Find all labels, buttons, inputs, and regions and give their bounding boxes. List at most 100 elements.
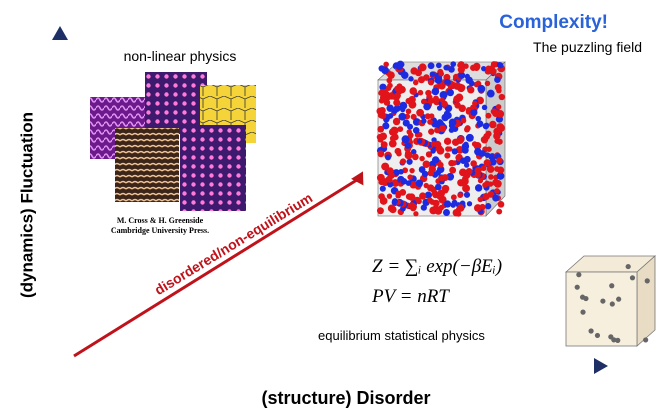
particle (438, 82, 446, 90)
gas-particle (594, 332, 601, 339)
particle (470, 104, 476, 110)
particle (486, 165, 495, 173)
particle (416, 198, 422, 205)
pattern-images (90, 72, 256, 211)
particle (421, 98, 427, 105)
x-arrowhead (594, 358, 608, 374)
formula-2: PV = nRT (371, 286, 450, 307)
particle (419, 155, 425, 162)
particle (435, 141, 442, 148)
particle (448, 66, 455, 73)
particle (484, 80, 491, 87)
particle (406, 158, 413, 165)
particle (463, 162, 470, 168)
particle (404, 150, 411, 157)
particle (450, 61, 457, 67)
particle (420, 204, 427, 211)
gas-particle (609, 283, 615, 289)
particle (391, 198, 398, 205)
arrow-head (351, 171, 364, 186)
particle (497, 62, 504, 69)
particle (382, 122, 390, 130)
particle (476, 120, 484, 128)
particle (423, 182, 429, 189)
particle (405, 108, 412, 115)
particle (387, 113, 394, 119)
particle (427, 62, 435, 70)
particle (377, 150, 385, 158)
particle (399, 61, 405, 68)
particle (481, 66, 487, 72)
particle (453, 95, 461, 103)
particle (466, 201, 473, 207)
particle (494, 188, 500, 194)
particle (412, 127, 420, 134)
particle (483, 122, 490, 129)
particle (421, 118, 427, 124)
particle (421, 170, 429, 178)
particle (387, 71, 395, 79)
particle (444, 79, 450, 85)
particle (473, 204, 482, 212)
gas-particle (576, 272, 582, 278)
particle (497, 166, 505, 174)
particle (471, 141, 478, 147)
particle (395, 193, 401, 199)
particle (450, 202, 456, 208)
particle (388, 139, 397, 148)
x-axis-label: (structure) Disorder (261, 388, 430, 408)
particle (427, 197, 433, 204)
particle (410, 149, 417, 155)
particle (496, 157, 503, 164)
particle (409, 167, 415, 174)
particle (464, 73, 470, 80)
particle (447, 146, 453, 152)
particle (435, 62, 442, 69)
particle (397, 126, 404, 133)
particle (386, 104, 394, 112)
particle (443, 137, 452, 145)
particle (470, 108, 478, 116)
particle (396, 150, 402, 157)
particle (488, 174, 494, 180)
particle (386, 77, 393, 84)
particle (378, 193, 385, 200)
gas-particle (643, 337, 649, 343)
particle (407, 174, 413, 180)
particle (481, 104, 488, 111)
particle (483, 159, 491, 167)
particle (381, 162, 390, 171)
particle (498, 93, 505, 101)
particle (427, 169, 434, 177)
particle (492, 179, 500, 187)
gas-particle (644, 278, 650, 284)
particle (423, 102, 431, 111)
particle (443, 200, 452, 208)
particle (434, 183, 442, 191)
cube-face (636, 255, 656, 347)
credit: M. Cross & H. Greenside (117, 216, 204, 225)
particle (407, 193, 416, 201)
particle (376, 173, 385, 182)
particle (485, 65, 492, 72)
particle (390, 126, 398, 134)
pattern-tile (145, 72, 207, 134)
particle (425, 89, 432, 97)
particle (439, 97, 445, 103)
nonlinear-label: non-linear physics (124, 48, 237, 64)
particle (427, 119, 433, 125)
credit: Cambridge University Press. (111, 226, 209, 235)
particle (465, 167, 473, 175)
particle (431, 87, 440, 96)
equilibrium-label: equilibrium statistical physics (318, 328, 485, 343)
particle (482, 192, 490, 201)
particle (449, 166, 457, 174)
particle (474, 147, 482, 156)
particle (409, 87, 418, 95)
particle (484, 152, 491, 158)
particle (376, 107, 384, 115)
particle (431, 120, 439, 128)
gas-particle (580, 309, 586, 315)
particle (439, 125, 447, 133)
particle (486, 89, 495, 98)
